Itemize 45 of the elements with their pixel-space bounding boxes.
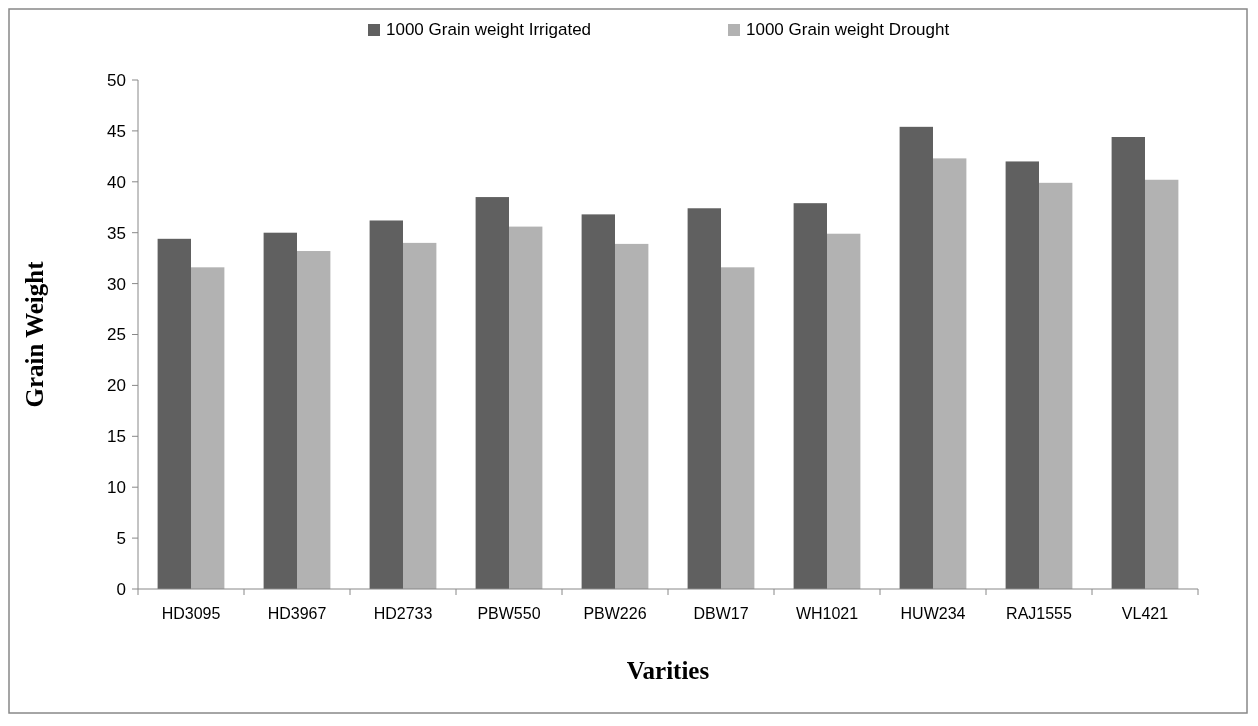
bar [191,267,225,589]
y-tick-label: 10 [107,478,126,498]
x-tick-label: WH1021 [795,605,859,622]
bar [687,208,721,589]
y-tick-label: 15 [107,427,126,447]
bar [263,232,297,589]
bar [827,233,861,589]
bar [1005,161,1039,589]
bar [933,158,967,589]
x-tick-label: VL421 [1121,605,1169,622]
y-tick-label: 35 [107,223,126,243]
y-tick-label: 20 [107,376,126,396]
bar [369,220,403,589]
legend-label: 1000 Grain weight Drought [746,20,950,39]
bar [509,226,543,589]
y-tick-label: 50 [107,70,126,90]
x-tick-label: RAJ1555 [1006,605,1073,622]
y-tick-label: 30 [107,274,126,294]
bar [157,238,191,589]
bar [793,203,827,589]
x-tick-label: HD3967 [267,605,327,622]
bar [297,251,331,589]
bar [403,242,437,589]
x-axis-title: Varities [626,657,710,684]
y-tick-label: 5 [116,529,126,549]
x-tick-label: PBW226 [583,605,647,622]
bar [721,267,755,589]
bar [615,243,649,589]
bar [581,214,615,589]
bar [899,126,933,589]
y-axis-title: Grain Weight [21,260,48,408]
y-tick-label: 40 [107,172,126,192]
bar [1039,182,1073,589]
bar [1111,137,1145,589]
bar [1145,179,1179,589]
x-tick-label: DBW17 [693,605,749,622]
y-tick-label: 45 [107,121,126,141]
x-tick-label: HUW234 [900,605,966,622]
x-tick-label: HD2733 [373,605,433,622]
legend-label: 1000 Grain weight Irrigated [386,20,592,39]
x-tick-label: PBW550 [477,605,541,622]
y-tick-label: 25 [107,325,126,345]
x-tick-label: HD3095 [161,605,221,622]
y-tick-label: 0 [116,579,126,599]
bar [475,197,509,589]
